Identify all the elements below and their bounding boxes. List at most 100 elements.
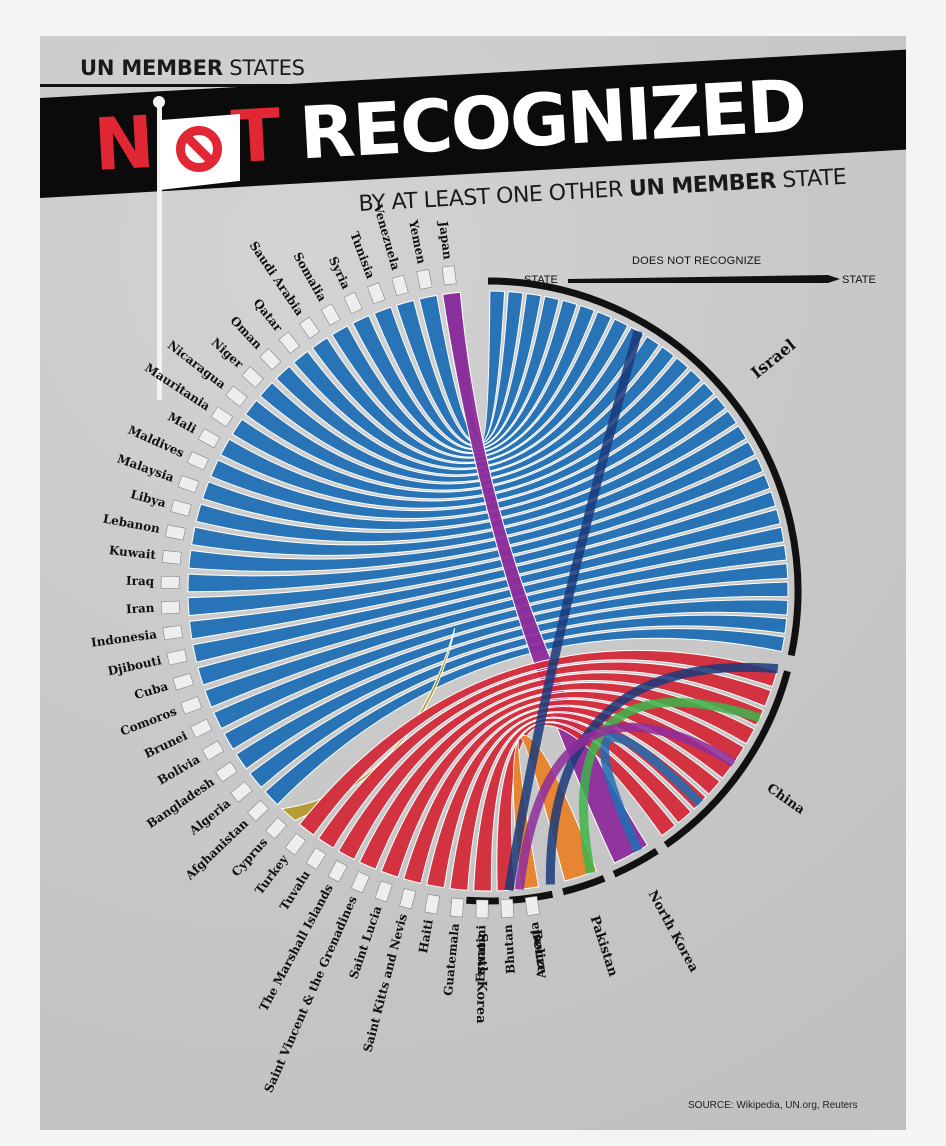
no-entry-icon [176,126,222,172]
ribbon-brunei-to-israel [213,563,789,730]
flag-icon [299,316,320,339]
flag-icon [441,265,457,286]
flag-icon [241,366,264,388]
flag-icon [225,385,248,407]
ribbon-saint-lucia-to-china [380,690,745,878]
flag-icon [343,292,363,315]
ribbon-cuba-to-israel [197,526,785,686]
country-label: Oman [227,313,265,352]
country-label: Maldives [126,423,187,460]
poster: UN MEMBER STATES N T RECOGNIZED BY AT LE… [40,36,906,1130]
country-label: Mali [165,410,199,437]
target-arc-china [663,670,791,848]
ribbon-guatemala-to-china [449,712,707,891]
ribbon-niger-to-israel [259,335,660,483]
country-label: Bolivia [155,752,203,788]
country-label: Qatar [251,296,286,335]
country-label: Bhutan [501,924,518,975]
ribbon-maldives-to-israel [210,382,715,519]
ribbon-venezuela-to-israel [395,292,542,447]
country-label: Iraq [126,574,155,589]
country-label: Kuwait [108,543,157,562]
flag-icon [350,871,370,894]
header-line1: UN MEMBER STATES [80,56,305,80]
ribbon-tuvalu-to-china [317,661,772,849]
flag-icon [416,269,433,290]
flag-icon [374,880,393,903]
ribbon-mali-to-israel [220,369,703,509]
flag-pole-knob [153,96,165,108]
country-label: Brunei [142,728,190,761]
header-line1-light: STATES [222,56,305,80]
flag-icon [162,625,183,640]
flag-icon [177,475,200,494]
flag-icon [180,696,203,715]
flag-icon [197,428,221,449]
source-note: SOURCE: Wikipedia, UN.org, Reuters [688,1100,858,1111]
ribbon-malaysia-to-israel [201,395,727,531]
ribbon-djibouti-to-israel [192,508,781,663]
ribbon-lebanon-to-israel [191,425,748,556]
country-label: Japan [436,220,455,261]
target-label: North Korea [645,888,702,975]
flag-icon [201,740,225,761]
ribbon-kuwait-to-israel [188,440,756,572]
flag-icon [399,888,417,910]
country-label: Venezuela [370,202,403,272]
target-label: Israel [747,335,799,382]
flag-icon [161,550,182,565]
header-line1-bold: UN MEMBER [80,56,223,80]
ribbon-eswatini-to-china [473,717,692,892]
flag-icon [449,897,465,918]
target-label: Belize [528,929,549,975]
country-label: Syria [326,254,353,291]
flag-icon [475,899,489,919]
ribbon-libya-to-israel [195,410,738,543]
target-arc-north-korea [612,848,659,878]
target-label: China [764,781,808,818]
flag-icon [160,600,180,615]
cross-link-5 [504,329,643,891]
country-label: Guatemala [441,922,462,996]
target-arc-israel [487,277,802,657]
country-label: Djibouti [106,653,163,678]
flag-icon [367,282,386,305]
ribbon-bolivia-to-israel [223,581,789,750]
target-arcs [466,277,802,905]
ribbon-afghanistan-to-israel [264,628,786,806]
target-label: South Korea [473,933,490,1025]
flag-icon [165,524,186,541]
ribbon-indonesia-to-israel [188,491,777,640]
chord-diagram: JapanYemenVenezuelaTunisiaSyriaSomaliaSa… [90,202,840,1095]
country-label: Yemen [406,218,429,265]
ribbon-algeria-to-israel [249,614,788,789]
flag-icon [230,781,253,803]
legend-arrow [568,275,840,283]
country-label: Comoros [118,704,179,738]
ribbon-bangladesh-to-israel [235,599,789,770]
flag-icon [424,893,441,915]
cross-link-3 [514,722,737,890]
ribbon-nicaragua-to-israel [244,346,675,491]
flag-icon [247,799,270,822]
flag-icon [170,499,192,517]
country-label: Indonesia [90,627,158,650]
flag-icon [305,847,327,870]
legend-state-right: STATE [842,274,876,286]
ribbon-the-marshall-islands-to-china [337,672,764,861]
flag-icon [320,303,341,326]
cross-link-4 [600,732,704,853]
ribbon-saint-vincent-the-grenadines-to-china [358,681,756,870]
flag-icon [500,898,515,919]
country-label: Niger [208,335,246,371]
country-label: Eswatini [473,924,488,982]
ribbon-japan-to-north-korea [442,291,649,864]
ribbon-comoros-to-israel [204,544,787,708]
legend-does-not-recognize: DOES NOT RECOGNIZE [632,255,762,267]
ribbon-iran-to-israel [187,473,771,616]
flag-icon [166,649,188,666]
ribbons [187,290,789,892]
ribbon-mauritania-to-israel [231,357,689,500]
flag-icon [160,575,180,589]
flag-icon [284,832,307,856]
